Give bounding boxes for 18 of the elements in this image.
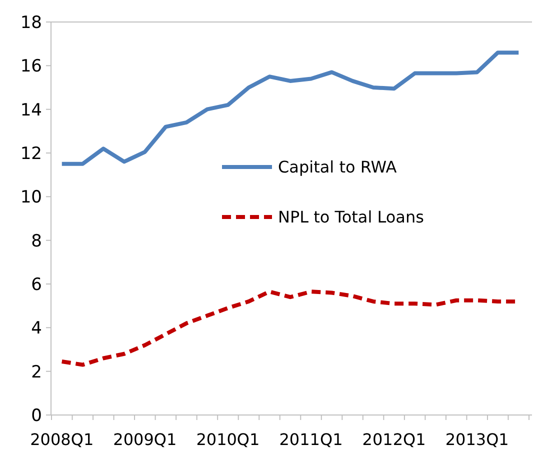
y-tick-label: 4 xyxy=(31,318,42,339)
x-tick-label: 2013Q1 xyxy=(445,430,509,449)
legend-label: NPL to Total Loans xyxy=(278,208,424,227)
x-tick-label: 2009Q1 xyxy=(113,430,177,449)
x-tick-label: 2012Q1 xyxy=(362,430,426,449)
y-tick-label: 0 xyxy=(31,406,42,426)
y-tick-label: 6 xyxy=(31,274,42,295)
y-tick-label: 16 xyxy=(20,56,42,77)
y-tick-label: 18 xyxy=(20,12,42,33)
y-tick-label: 2 xyxy=(31,362,42,382)
y-tick-label: 14 xyxy=(20,100,42,120)
y-tick-label: 8 xyxy=(31,231,42,252)
x-tick-label: 2010Q1 xyxy=(196,430,260,449)
x-tick-label: 2008Q1 xyxy=(30,430,94,449)
y-tick-label: 12 xyxy=(20,144,42,164)
legend-label: Capital to RWA xyxy=(278,158,397,177)
x-tick-label: 2011Q1 xyxy=(279,430,343,449)
y-tick-label: 10 xyxy=(20,188,42,208)
